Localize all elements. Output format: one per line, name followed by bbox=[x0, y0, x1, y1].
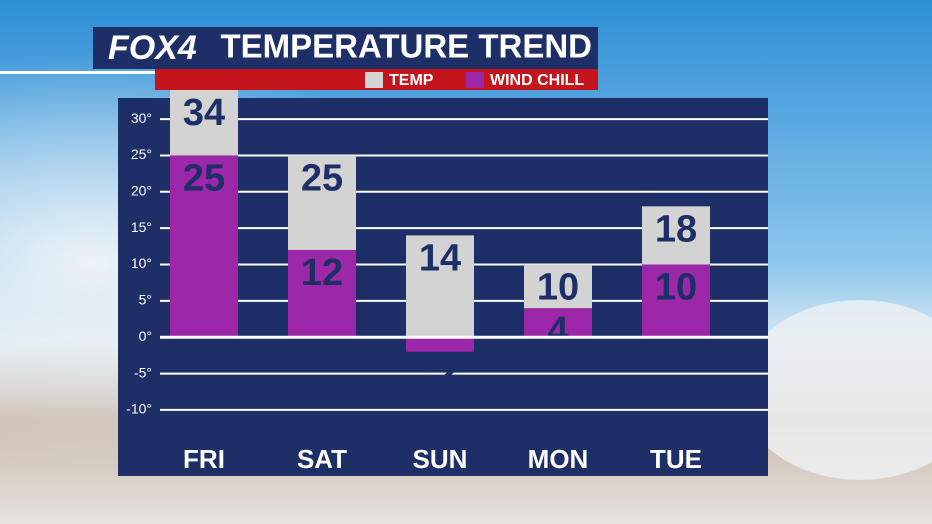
legend-label: TEMP bbox=[389, 72, 434, 89]
header-rule bbox=[0, 71, 155, 74]
value-label: 25 bbox=[183, 157, 225, 199]
x-tick-label: SUN bbox=[413, 444, 468, 474]
bar bbox=[406, 337, 474, 352]
value-label: 12 bbox=[301, 252, 343, 294]
bar bbox=[524, 308, 592, 338]
value-label: 14 bbox=[419, 237, 461, 279]
y-tick-label: -5° bbox=[134, 364, 152, 380]
y-tick-label: 25° bbox=[131, 146, 152, 162]
y-tick-label: 0° bbox=[139, 328, 152, 344]
x-tick-label: TUE bbox=[650, 444, 702, 474]
value-label: 10 bbox=[655, 267, 697, 309]
frost-shrub bbox=[740, 300, 932, 480]
y-tick-label: 5° bbox=[139, 292, 152, 308]
legend-label: WIND CHILL bbox=[490, 72, 584, 89]
chart-title: TEMPERATURE TREND bbox=[220, 28, 592, 65]
legend-swatch bbox=[466, 72, 484, 88]
value-label: 25 bbox=[301, 157, 343, 199]
value-label: -2 bbox=[423, 354, 457, 396]
value-label: 4 bbox=[547, 310, 568, 352]
legend-swatch bbox=[365, 72, 383, 88]
bar bbox=[170, 155, 238, 338]
x-tick-label: FRI bbox=[183, 444, 225, 474]
y-tick-label: 30° bbox=[131, 110, 152, 126]
bar bbox=[642, 264, 710, 338]
x-tick-label: MON bbox=[528, 444, 589, 474]
legend: TEMP WIND CHILL bbox=[365, 72, 584, 89]
x-tick-label: SAT bbox=[297, 444, 347, 474]
y-tick-label: -10° bbox=[126, 401, 152, 417]
y-tick-label: 10° bbox=[131, 255, 152, 271]
value-label: 34 bbox=[183, 92, 225, 134]
value-label: 18 bbox=[655, 208, 697, 250]
bar bbox=[288, 249, 356, 338]
bar bbox=[406, 235, 474, 338]
y-tick-label: 20° bbox=[131, 182, 152, 198]
y-tick-label: 15° bbox=[131, 219, 152, 235]
header-bar bbox=[93, 27, 598, 69]
logo: FOX4 bbox=[108, 29, 197, 67]
value-label: 10 bbox=[537, 267, 579, 309]
